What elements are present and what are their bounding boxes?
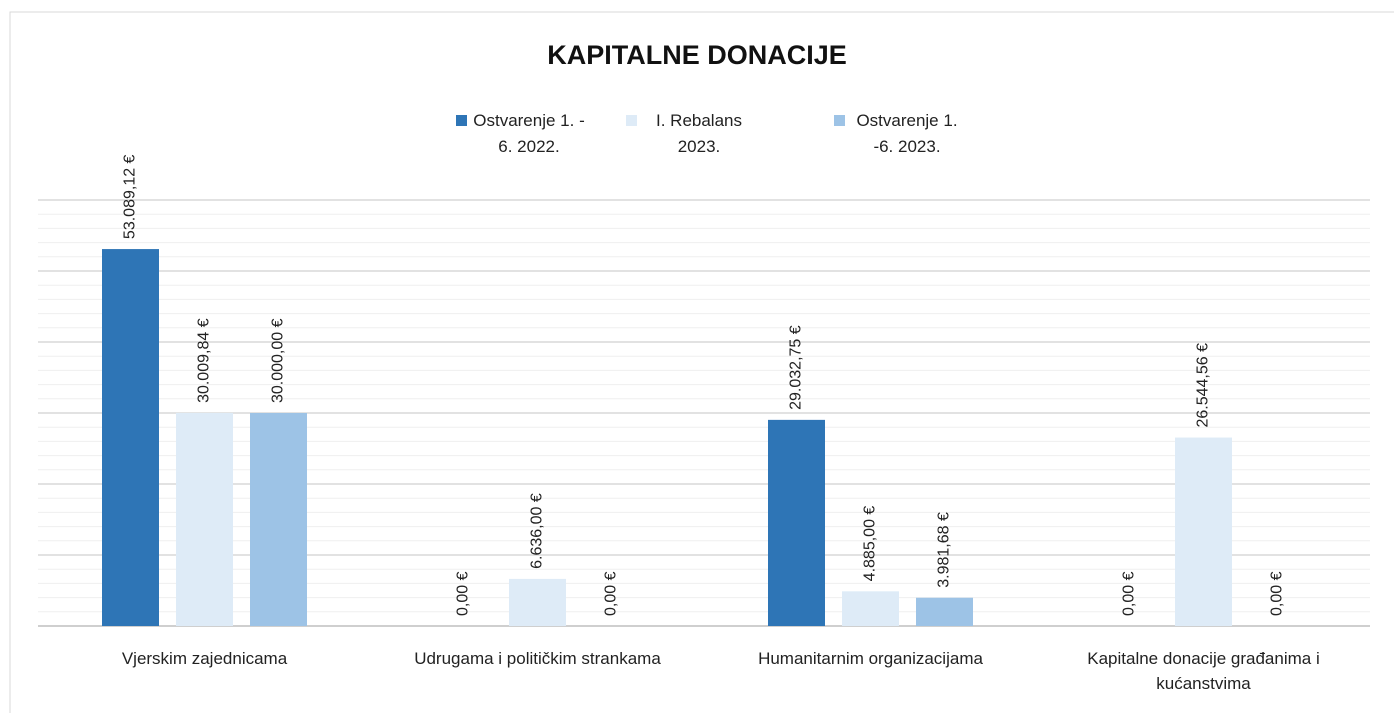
legend-item: Ostvarenje 1. - 6. 2022. (456, 108, 585, 160)
value-label: 0,00 € (455, 571, 472, 616)
chart-title: KAPITALNE DONACIJE (547, 40, 847, 70)
legend-swatch (456, 115, 467, 126)
value-label: 6.636,00 € (529, 493, 546, 569)
value-label: 30.000,00 € (270, 318, 287, 403)
legend-swatch (834, 115, 845, 126)
x-tick-label: Udrugama i političkim strankama (414, 649, 661, 668)
value-label: 30.009,84 € (196, 318, 213, 403)
value-label: 4.885,00 € (862, 506, 879, 582)
legend-item: I. Rebalans 2023. (626, 108, 755, 160)
bar (1175, 437, 1232, 626)
value-label: 53.089,12 € (122, 154, 139, 239)
legend-label: Ostvarenje 1. -6. 2023. (856, 111, 958, 156)
value-label: 26.544,56 € (1195, 343, 1212, 428)
value-label: 0,00 € (1269, 571, 1286, 616)
bar (768, 419, 825, 626)
bar (842, 591, 899, 626)
x-tick-label: Humanitarnim organizacijama (758, 649, 983, 668)
legend-swatch (626, 115, 637, 126)
bar (102, 249, 159, 626)
bar (176, 412, 233, 626)
bar (250, 413, 307, 626)
bar (916, 597, 973, 626)
value-label: 29.032,75 € (788, 325, 805, 410)
value-label: 3.981,68 € (936, 512, 953, 588)
bar (509, 578, 566, 626)
x-tick-label: Vjerskim zajednicama (121, 649, 288, 668)
chart-border (9, 11, 1394, 713)
legend-label: I. Rebalans 2023. (656, 111, 742, 156)
legend-label: Ostvarenje 1. - 6. 2022. (473, 111, 585, 156)
value-label: 0,00 € (603, 571, 620, 616)
legend-item: Ostvarenje 1. -6. 2023. (834, 108, 963, 160)
x-tick-label: Kapitalne donacije građanima i kućanstvi… (1087, 649, 1320, 693)
value-label: 0,00 € (1121, 571, 1138, 616)
